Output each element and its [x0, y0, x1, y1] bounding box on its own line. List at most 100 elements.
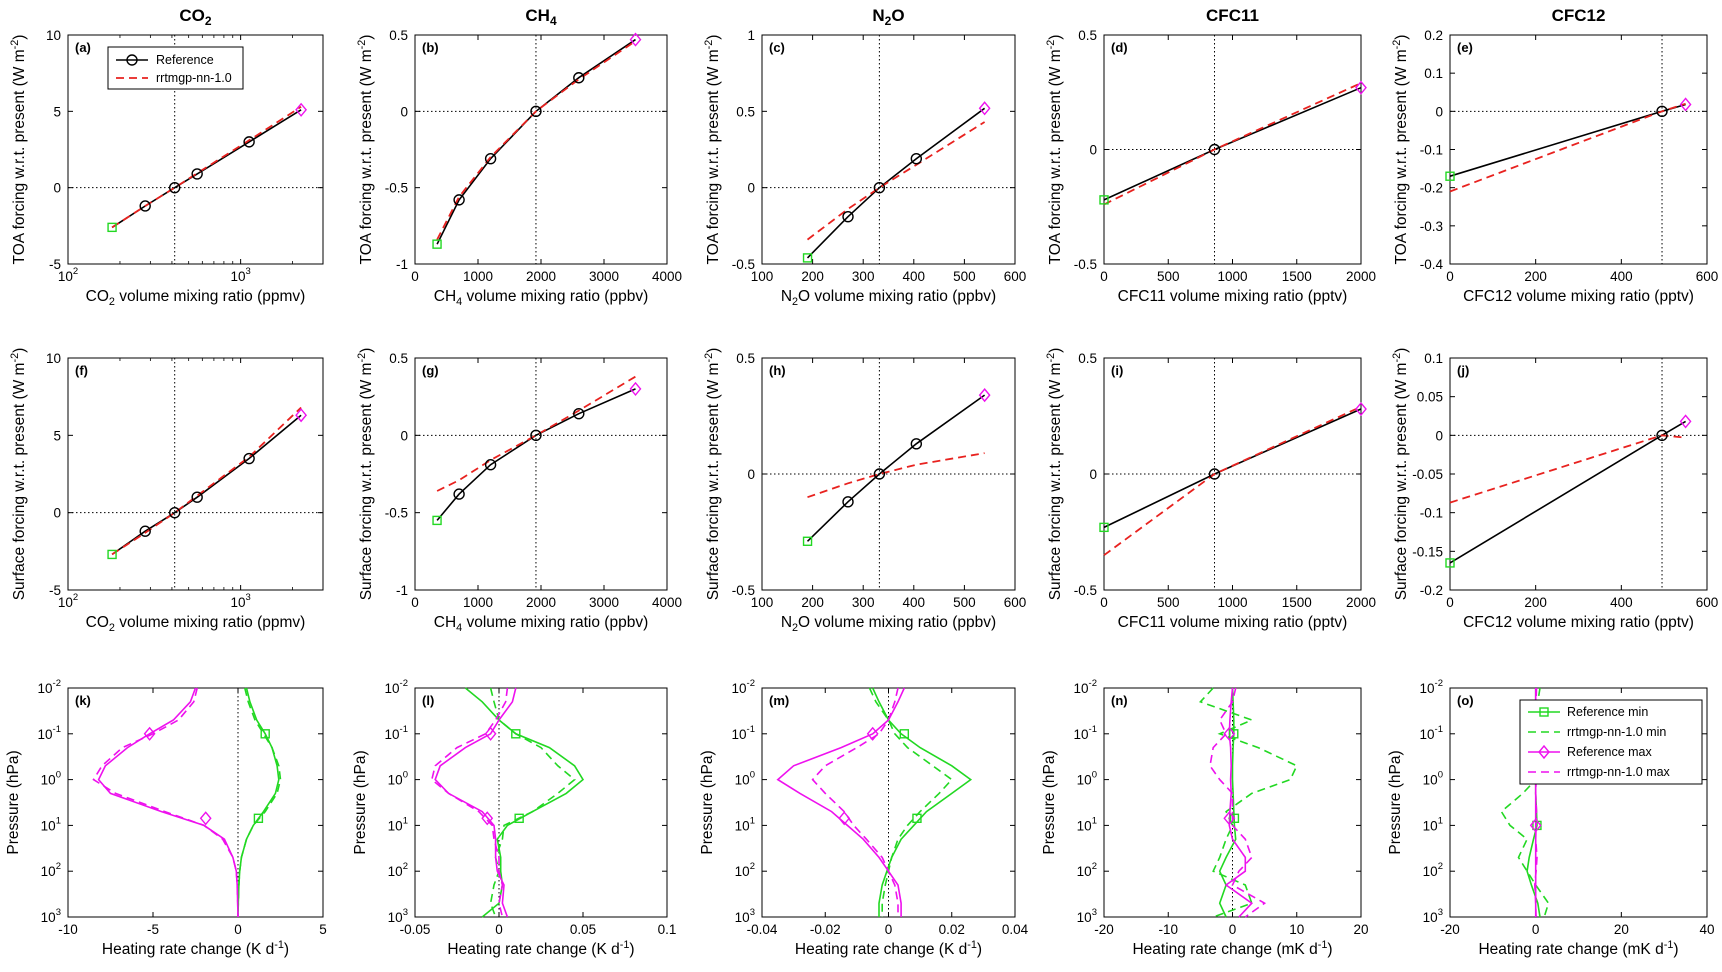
- y-tick-base: 10: [732, 727, 747, 742]
- x-tick-label: -10: [1158, 922, 1178, 937]
- x-axis-label: Heating rate change (K d-1): [795, 939, 982, 958]
- y-tick-label: 10-2: [1420, 678, 1443, 696]
- nn-line: [1449, 434, 1686, 504]
- nn-line: [436, 375, 636, 492]
- min-marker: [1099, 195, 1109, 205]
- x-axis-label-part: CO: [86, 614, 109, 631]
- y-tick-label: -5: [49, 583, 61, 598]
- reference-marker: [453, 194, 465, 206]
- reference-marker: [573, 72, 585, 84]
- y-tick-exponent: -1: [53, 724, 61, 735]
- x-axis-label: Heating rate change (K d-1): [447, 939, 634, 958]
- x-tick-label: 0.04: [1002, 922, 1029, 937]
- reference-marker: [873, 181, 886, 194]
- x-axis-label-part: CH: [434, 288, 456, 305]
- x-tick-label: 0: [411, 595, 419, 610]
- min-marker: [432, 515, 442, 526]
- y-tick-exponent: 1: [1092, 815, 1097, 826]
- reference-line: [436, 388, 636, 521]
- x-tick-label: 0: [885, 922, 893, 937]
- column-title-main: N: [872, 6, 884, 25]
- reference-marker: [243, 452, 255, 465]
- reference-marker: [243, 136, 255, 148]
- y-axis-label-part: Surface forcing w.r.t. present (W m: [11, 363, 28, 601]
- x-tick-base: 10: [58, 595, 73, 610]
- y-tick-label: 102: [1077, 861, 1097, 879]
- x-axis-label-part: CFC12 volume mixing ratio (pptv): [1463, 614, 1694, 631]
- x-axis-label-part: O volume mixing ratio (ppbv): [798, 288, 996, 305]
- x-tick-base: 10: [230, 595, 245, 610]
- reference-marker: [910, 152, 923, 165]
- ref-min-line: [237, 687, 280, 918]
- nn-min-line: [1198, 687, 1298, 918]
- reference-marker: [191, 491, 203, 503]
- x-tick-label: 0: [234, 922, 242, 937]
- max-marker: [1223, 726, 1236, 741]
- x-tick-label: 400: [1610, 595, 1633, 610]
- y-tick-label: 103: [1423, 907, 1443, 925]
- x-axis-label-superscript: -1: [967, 939, 977, 951]
- y-tick-base: 10: [1420, 727, 1435, 742]
- legend-nn_max-label: rrtmgp-nn-1.0 max: [1567, 765, 1671, 779]
- reference-line: [806, 107, 986, 259]
- y-tick-exponent: 2: [750, 861, 755, 872]
- y-tick-exponent: 1: [403, 815, 408, 826]
- legend-nn-label: rrtmgp-nn-1.0: [156, 71, 232, 85]
- nn-min-line: [868, 687, 953, 917]
- x-axis-label-part: Heating rate change (K d: [102, 941, 274, 958]
- y-tick-exponent: 2: [1438, 861, 1443, 872]
- x-tick-label: 0: [1532, 922, 1540, 937]
- x-tick-label: 600: [1696, 269, 1719, 284]
- reference-marker: [842, 210, 854, 223]
- x-axis-label: CFC12 volume mixing ratio (pptv): [1463, 614, 1694, 631]
- y-axis-label-part: Surface forcing w.r.t. present (W m: [358, 363, 375, 601]
- x-axis-label-subscript: 2: [792, 296, 798, 308]
- x-tick-exponent: 2: [73, 266, 78, 277]
- reference-marker: [573, 407, 585, 420]
- x-tick-label: 2000: [1346, 595, 1376, 610]
- y-tick-label: 10-1: [732, 724, 755, 742]
- y-tick-label: 102: [735, 861, 755, 879]
- y-tick-label: 103: [735, 907, 755, 925]
- reference-marker: [168, 181, 181, 194]
- panel-m: -0.04 -0.02 0 0.02 0.0410-210-1100101102103H…: [699, 678, 1029, 958]
- y-tick-label: 0: [53, 181, 61, 196]
- y-tick-base: 10: [735, 773, 750, 788]
- column-title: CFC12: [1552, 6, 1606, 25]
- y-tick-exponent: -2: [1435, 678, 1443, 689]
- x-tick-label: 200: [1524, 595, 1547, 610]
- y-tick-exponent: -2: [1089, 678, 1097, 689]
- x-tick-label: 5: [319, 922, 327, 937]
- x-tick-label: 0: [1229, 922, 1237, 937]
- y-tick-label: -1: [396, 583, 408, 598]
- column-title-main: CFC12: [1552, 6, 1606, 25]
- y-tick-exponent: 0: [403, 770, 408, 781]
- y-axis-label: Surface forcing w.r.t. present (W m-2): [356, 348, 375, 601]
- x-axis-label: N2O volume mixing ratio (ppbv): [781, 614, 996, 634]
- y-tick-label: 0: [747, 181, 755, 196]
- y-tick-exponent: -2: [400, 678, 408, 689]
- x-axis-label-subscript: 2: [792, 622, 798, 634]
- y-axis-label-superscript: -2: [1045, 40, 1057, 50]
- x-tick-label: 4000: [652, 269, 682, 284]
- y-axis-label-superscript: -2: [1391, 40, 1403, 50]
- x-tick-label: 400: [1610, 269, 1633, 284]
- nn-line: [1449, 102, 1686, 193]
- x-axis-label-superscript: -1: [620, 939, 630, 951]
- x-tick-label: -20: [1440, 922, 1460, 937]
- panel-label: (c): [769, 40, 785, 55]
- y-tick-label: 0.5: [736, 104, 755, 119]
- x-tick-label: 400: [903, 269, 926, 284]
- reference-marker: [873, 468, 886, 480]
- y-axis-label-part: ): [11, 348, 28, 353]
- y-tick-label: -0.1: [1420, 506, 1443, 521]
- reference-line: [436, 38, 636, 245]
- nn-line: [806, 121, 986, 241]
- y-axis-label: TOA forcing w.r.t. present (W m-2): [1391, 35, 1410, 265]
- x-axis-label-part: O volume mixing ratio (ppbv): [798, 614, 996, 631]
- y-tick-label: -0.5: [732, 257, 755, 272]
- x-tick-label: 3000: [589, 595, 619, 610]
- max-marker: [629, 381, 642, 397]
- y-axis-label: Pressure (hPa): [1041, 750, 1058, 854]
